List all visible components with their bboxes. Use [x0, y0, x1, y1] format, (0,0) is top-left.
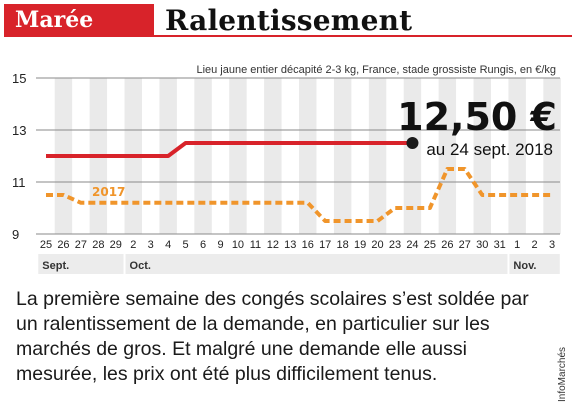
x-tick-label: 28: [92, 239, 104, 251]
x-tick-labels: 25 26 27 28 29 2 3 4 5 6 9 10 11 12 13 16 17 18 19 20 23 24 25…: [40, 239, 555, 251]
series-2018-endpoint: [406, 137, 419, 149]
x-tick-label: 25: [40, 239, 52, 251]
x-tick-label: 6: [200, 239, 206, 251]
y-tick-label: 15: [12, 71, 26, 86]
annotation-value: 12,50 €: [397, 95, 557, 139]
x-tick-label: 17: [319, 239, 331, 251]
caption-text: La première semaine des congés scolaires…: [16, 288, 529, 385]
x-tick-label: 5: [183, 239, 189, 251]
x-tick-label: 12: [267, 239, 279, 251]
column-stripe: [403, 78, 422, 234]
column-stripe: [333, 78, 352, 234]
column-stripe: [229, 78, 247, 234]
x-tick-label: 9: [217, 239, 223, 251]
x-tick-label: 18: [337, 239, 349, 251]
y-tick-label: 11: [12, 175, 26, 190]
column-stripe: [264, 78, 282, 234]
x-tick-label: 30: [476, 239, 488, 251]
x-tick-label: 10: [232, 239, 244, 251]
gridlines: [36, 77, 560, 235]
source-label: InfoMarchés: [557, 346, 568, 402]
column-stripes: [54, 78, 561, 234]
x-tick-label: 27: [459, 239, 471, 251]
x-tick-label: 2: [130, 239, 136, 251]
series-2017-line: [46, 167, 553, 223]
x-tick-label: 27: [75, 239, 87, 251]
header-rule: [154, 35, 572, 37]
x-tick-label: 2: [532, 239, 538, 251]
chart-subtitle: Lieu jaune entier décapité 2-3 kg, Franc…: [196, 64, 556, 76]
series-lines: [46, 137, 553, 223]
column-stripe: [299, 78, 317, 234]
series-label-2017: 2017: [92, 185, 125, 199]
x-tick-label: 31: [494, 239, 506, 251]
x-tick-label: 1: [514, 239, 520, 251]
x-tick-label: 29: [110, 239, 122, 251]
column-stripe: [473, 78, 491, 234]
column-stripe: [368, 78, 387, 234]
chart-title: Ralentissement: [165, 4, 413, 37]
month-label: Oct.: [130, 260, 151, 272]
x-tick-label: 20: [371, 239, 383, 251]
month-label: Sept.: [42, 260, 69, 272]
section-tag: Marée: [4, 4, 154, 37]
y-tick-label: 13: [12, 123, 26, 138]
x-tick-label: 4: [165, 239, 171, 251]
month-label: Nov.: [513, 260, 536, 272]
x-tick-label: 3: [549, 239, 555, 251]
x-tick-label: 26: [441, 239, 453, 251]
x-tick-label: 13: [284, 239, 296, 251]
x-tick-label: 23: [389, 239, 401, 251]
month-band: [38, 254, 124, 274]
month-bands: Sept. Oct. Nov.: [38, 254, 560, 274]
month-band: [125, 254, 508, 274]
x-tick-label: 24: [406, 239, 418, 251]
y-tick-labels: 9 11 13 15: [12, 71, 26, 242]
y-tick-label: 9: [12, 227, 19, 242]
column-stripe: [194, 78, 212, 234]
x-tick-label: 26: [57, 239, 69, 251]
x-tick-label: 16: [302, 239, 314, 251]
x-tick-label: 11: [250, 239, 261, 251]
column-stripe: [438, 78, 457, 234]
month-band: [509, 254, 560, 274]
annotation-date: au 24 sept. 2018: [426, 140, 553, 159]
x-tick-label: 3: [148, 239, 154, 251]
series-2018-line: [46, 141, 413, 158]
x-tick-label: 19: [354, 239, 366, 251]
x-tick-label: 25: [424, 239, 436, 251]
